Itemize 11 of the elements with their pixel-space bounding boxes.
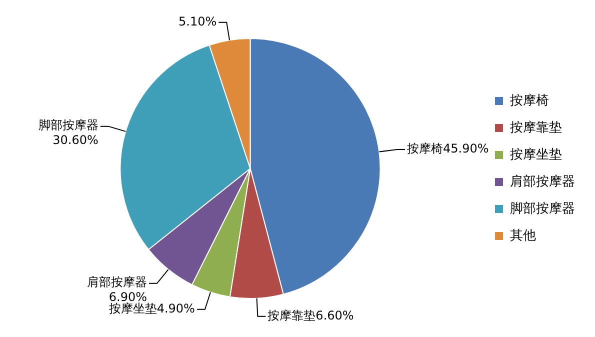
data-label: 按摩坐垫4.90% xyxy=(108,302,195,316)
data-label: 5.10% xyxy=(178,14,217,29)
legend-label: 脚部按摩器 xyxy=(510,201,575,216)
legend-label: 肩部按摩器 xyxy=(510,173,575,190)
legend-label: 按摩坐垫 xyxy=(510,147,562,162)
legend-label: 其他 xyxy=(510,228,536,244)
data-label: 按摩椅45.90% xyxy=(407,142,489,156)
data-label: 按摩靠垫6.60% xyxy=(268,308,354,322)
data-label: 脚部按摩器 30.60% xyxy=(38,118,98,147)
legend-label: 按摩靠垫 xyxy=(510,120,562,136)
legend-label: 按摩椅 xyxy=(510,93,549,108)
